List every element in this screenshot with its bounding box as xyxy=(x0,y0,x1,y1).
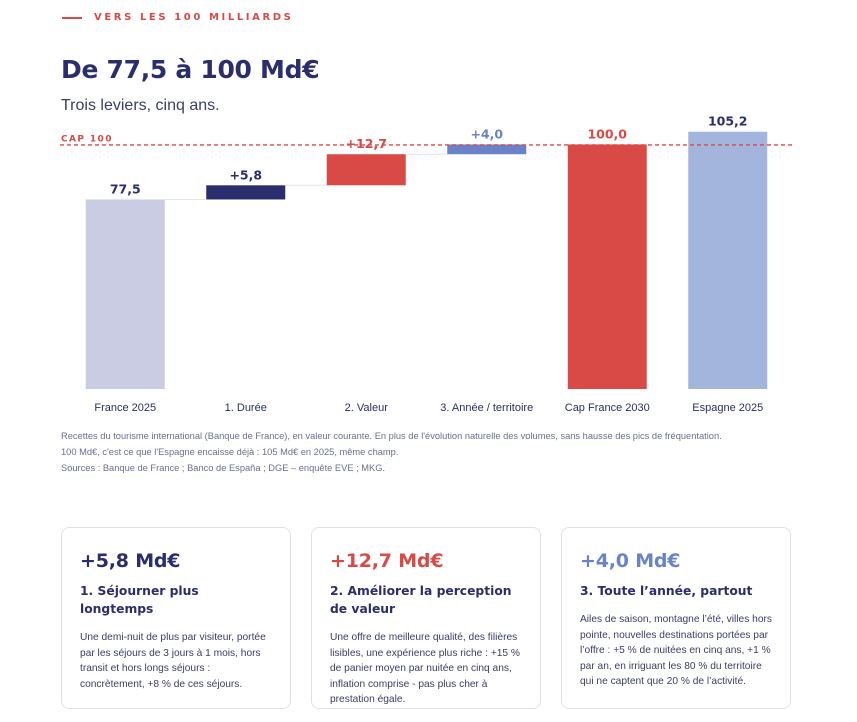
page-title: De 77,5 à 100 Md€ xyxy=(61,55,320,84)
card-body: Ailes de saison, montagne l’été, villes … xyxy=(580,614,772,687)
category-label: Cap France 2030 xyxy=(565,402,650,414)
card-heading: 1. Séjourner plus longtemps xyxy=(80,584,199,616)
category-label: 2. Valeur xyxy=(345,402,389,414)
bar-5 xyxy=(688,131,768,390)
data-label: 77,5 xyxy=(110,181,141,196)
note-line: Sources : Banque de France ; Banco de Es… xyxy=(61,463,386,473)
category-label: 1. Durée xyxy=(225,402,267,414)
lever-card-valeur: +12,7 Md€ 2. Améliorer la perception de … xyxy=(311,527,541,709)
card-value: +5,8 Md€ xyxy=(80,550,181,572)
eyebrow-text: VERS LES 100 MILLIARDS xyxy=(94,12,294,23)
note-line: Recettes du tourisme international (Banq… xyxy=(61,431,722,441)
data-label: 100,0 xyxy=(587,126,627,141)
bar-4 xyxy=(567,144,647,389)
data-label: 105,2 xyxy=(708,114,748,129)
bar-3 xyxy=(447,144,527,155)
lever-card-territoire: +4,0 Md€ 3. Toute l’année, partout Ailes… xyxy=(561,527,791,709)
category-label: 3. Année / territoire xyxy=(440,402,533,414)
waterfall-chart: 77,5 France 2025 +5,8 1. Durée +12,7 2. Valeu… xyxy=(60,114,793,414)
eyebrow-rule xyxy=(62,16,82,19)
card-body: Une offre de meilleure qualité, des fili… xyxy=(330,632,520,705)
bar-0 xyxy=(85,199,165,389)
data-label: +5,8 xyxy=(229,167,262,182)
lever-card-duree: +5,8 Md€ 1. Séjourner plus longtemps Une… xyxy=(61,527,291,709)
card-value: +12,7 Md€ xyxy=(330,550,444,572)
card-body: Une demi-nuit de plus par visiteur, port… xyxy=(80,632,266,690)
eyebrow: VERS LES 100 MILLIARDS xyxy=(62,12,293,23)
card-value: +4,0 Md€ xyxy=(580,550,681,572)
data-label: +4,0 xyxy=(470,126,503,141)
card-heading: 3. Toute l’année, partout xyxy=(580,584,753,598)
bar-1 xyxy=(206,185,286,200)
reference-label: CAP 100 xyxy=(61,134,113,144)
data-label: +12,7 xyxy=(346,136,387,151)
page-subtitle: Trois leviers, cinq ans. xyxy=(61,97,220,114)
card-heading: 2. Améliorer la perception de valeur xyxy=(330,584,512,616)
category-label: France 2025 xyxy=(94,402,156,414)
chart-notes: Recettes du tourisme international (Banq… xyxy=(61,428,801,476)
category-label: Espagne 2025 xyxy=(692,402,763,414)
note-line: 100 Md€, c'est ce que l'Espagne encaisse… xyxy=(61,447,399,457)
bar-2 xyxy=(326,154,406,186)
